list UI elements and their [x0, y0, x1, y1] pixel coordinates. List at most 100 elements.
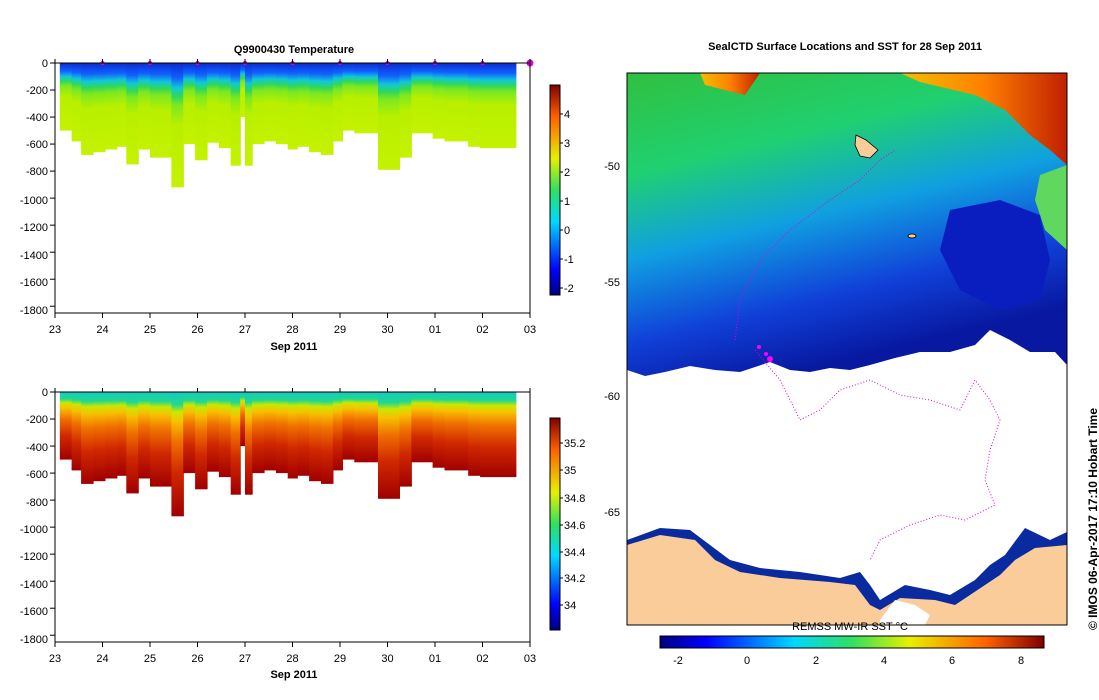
profile-column: [116, 392, 127, 476]
profile-column: [218, 63, 232, 149]
profile-column: [183, 392, 196, 474]
map-colorbar-label: REMSS MW-IR SST °C: [792, 621, 908, 633]
temp-x-tick: 26: [191, 324, 203, 336]
sal-x-tick: 29: [334, 653, 346, 665]
profile-column: [287, 63, 298, 150]
map-title: SealCTD Surface Locations and SST for 28…: [708, 41, 982, 53]
profile-column: [240, 63, 246, 118]
profile-column: [218, 392, 232, 478]
map-cbar-tick: 4: [881, 655, 887, 667]
sal-cbar-tick: 34.2: [564, 573, 585, 585]
sal-y-tick: -600: [26, 469, 48, 481]
sst-map: [627, 73, 1067, 625]
sal-y-tick: -800: [26, 497, 48, 509]
lat-tick: -65: [604, 507, 620, 519]
profile-column: [342, 392, 355, 460]
profile-column: [480, 63, 493, 149]
profile-column: [332, 392, 343, 471]
temp-cbar-tick: 2: [564, 167, 570, 179]
profile-column: [297, 392, 310, 476]
sst-cold-core: [940, 200, 1050, 310]
temp-cbar-tick: 4: [564, 109, 570, 121]
profile-column: [264, 392, 277, 471]
profile-column: [171, 392, 184, 517]
salinity-profiles: [59, 392, 517, 517]
profile-column: [411, 63, 422, 134]
profile-column: [183, 63, 196, 145]
profile-column: [378, 392, 389, 499]
seal-track: [734, 149, 896, 341]
sal-x-tick: 02: [476, 653, 488, 665]
profile-column: [207, 392, 220, 472]
temp-colorbar-ramp: [549, 84, 561, 296]
map-cbar-tick: 2: [813, 655, 819, 667]
profile-column: [432, 392, 446, 468]
profile-column: [387, 63, 400, 170]
sal-y-tick: -1400: [20, 579, 48, 591]
profile-column: [171, 63, 184, 188]
profile-column: [332, 63, 343, 142]
temp-cbar-tick: 3: [564, 138, 570, 150]
imos-credit: © IMOS 06-Apr-2017 17:10 Hobart Time: [1072, 330, 1099, 630]
sal-y-tick: -1800: [20, 634, 48, 646]
sst-warm-patch: [900, 73, 1067, 165]
sst-warm-patch: [700, 73, 760, 95]
temp-x-tick: 25: [144, 324, 156, 336]
profile-column: [138, 392, 151, 479]
temperature-title: Q9900430 Temperature: [234, 44, 354, 56]
temp-cbar-tick: 0: [564, 225, 570, 237]
temp-cbar-tick: -2: [564, 283, 574, 295]
sst-ocean-field: [627, 73, 1067, 376]
profile-column: [159, 63, 172, 158]
temp-cbar-tick: -1: [564, 254, 574, 266]
profile-column: [287, 392, 298, 479]
profile-column: [399, 63, 412, 158]
temp-x-tick: 28: [286, 324, 298, 336]
profile-column: [81, 392, 94, 484]
sal-cbar-tick: 35.2: [564, 438, 585, 450]
profile-column: [378, 63, 389, 170]
sal-cbar-tick: 34.6: [564, 520, 585, 532]
map-gap: [880, 600, 930, 625]
temp-x-tick: 01: [429, 324, 441, 336]
map-colorbar-ramp: [659, 635, 1045, 649]
profile-column: [468, 392, 481, 476]
profile-column: [321, 63, 334, 155]
profile-column: [456, 63, 469, 142]
profile-column: [71, 63, 82, 142]
seal-location: [764, 352, 768, 356]
profile-column: [230, 63, 241, 166]
map-frame: [626, 72, 1068, 626]
sal-x-tick: 26: [191, 653, 203, 665]
temp-x-tick: 30: [381, 324, 393, 336]
temp-x-tick: 24: [96, 324, 108, 336]
profile-column: [59, 63, 73, 131]
sal-colorbar-ramp: [549, 417, 561, 631]
sal-cbar-tick: 34: [564, 600, 576, 612]
temp-y-tick: -1800: [20, 305, 48, 317]
seal-track: [754, 349, 1001, 561]
sal-x-tick: 27: [239, 653, 251, 665]
profile-column: [420, 392, 434, 463]
temp-y-tick: -1000: [20, 195, 48, 207]
temperature-colorbar: 4 3 2 1 0 -1 -2: [549, 84, 574, 296]
profile-column: [93, 63, 106, 153]
temp-x-tick: 27: [239, 324, 251, 336]
profile-column: [387, 392, 400, 499]
profile-column: [245, 63, 253, 166]
profile-column: [71, 392, 82, 471]
sal-cbar-tick: 34.8: [564, 493, 585, 505]
temperature-axes: 23 24 25 26 27 28 29 30 01 02 03 Sep 201…: [20, 58, 536, 353]
temp-y-tick: -1400: [20, 250, 48, 262]
profile-column: [444, 63, 457, 142]
temp-x-tick: 02: [476, 324, 488, 336]
profile-column: [275, 63, 289, 145]
profile-column: [126, 392, 139, 494]
profile-column: [207, 63, 220, 143]
profile-column: [321, 392, 334, 484]
temp-y-tick: 0: [42, 58, 48, 70]
profile-column: [240, 392, 246, 447]
temp-y-tick: -1600: [20, 277, 48, 289]
sal-x-tick: 03: [524, 653, 536, 665]
